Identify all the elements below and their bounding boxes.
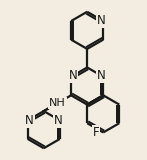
Text: N: N xyxy=(97,14,106,27)
Text: NH: NH xyxy=(49,98,66,108)
Text: N: N xyxy=(69,69,77,82)
Text: F: F xyxy=(93,126,99,139)
Text: N: N xyxy=(97,69,106,82)
Text: N: N xyxy=(54,114,62,127)
Text: N: N xyxy=(25,114,34,127)
